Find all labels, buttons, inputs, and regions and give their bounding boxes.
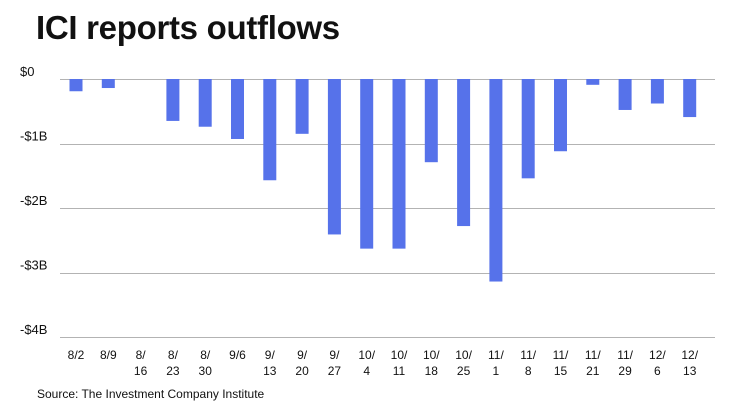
bar-10-25 <box>457 79 471 227</box>
bar-11-15 <box>554 79 567 152</box>
bar-11-29 <box>618 79 632 110</box>
bar-8-30 <box>198 79 212 127</box>
x-axis-ticks: 8/2 8/9 8/16 8/23 8/30 9/6 9/13 9/20 9/27 10/4 10/… <box>68 348 699 378</box>
y-tick-label: $0 <box>20 64 34 79</box>
x-tick-label: 11/1 <box>488 348 504 378</box>
x-tick-label: 10/11 <box>391 348 408 378</box>
x-tick-label: 9/27 <box>328 348 342 378</box>
x-tick-label: 10/4 <box>358 348 375 378</box>
x-tick-label: 10/25 <box>455 348 472 378</box>
bar-11-21 <box>586 79 600 85</box>
bar-12-13 <box>683 79 697 118</box>
x-tick-label: 12/13 <box>681 348 698 378</box>
y-tick-label: -$1B <box>20 129 47 144</box>
bar-8-23 <box>166 79 180 121</box>
x-tick-label: 8/30 <box>199 348 213 378</box>
bars <box>69 79 697 282</box>
x-tick-label: 8/23 <box>166 348 180 378</box>
bar-10-4 <box>360 79 374 249</box>
x-tick-label: 11/21 <box>585 348 601 378</box>
bar-10-11 <box>392 79 406 249</box>
bar-9-6 <box>231 79 244 139</box>
bar-8-9 <box>101 79 115 89</box>
x-tick-label: 11/8 <box>520 348 536 378</box>
x-tick-label: 8/9 <box>100 348 117 362</box>
gridlines <box>60 79 715 338</box>
y-tick-label: -$3B <box>20 258 47 273</box>
y-tick-label: -$2B <box>20 193 47 208</box>
x-tick-label: 11/29 <box>617 348 633 378</box>
source-note: Source: The Investment Company Institute <box>37 387 265 401</box>
chart-title: ICI reports outflows <box>36 9 340 46</box>
x-tick-label: 11/15 <box>553 348 569 378</box>
x-tick-label: 8/16 <box>134 348 148 378</box>
bar-8-2 <box>69 79 83 92</box>
x-tick-label: 10/18 <box>423 348 440 378</box>
bar-9-27 <box>327 79 341 235</box>
y-axis-ticks: $0 -$1B -$2B -$3B -$4B <box>20 64 47 337</box>
y-tick-label: -$4B <box>20 322 47 337</box>
x-tick-label: 8/2 <box>68 348 85 362</box>
bar-12-6 <box>650 79 664 104</box>
x-tick-label: 9/6 <box>229 348 246 362</box>
bar-10-18 <box>424 79 438 163</box>
bar-9-20 <box>295 79 309 134</box>
bar-11-8 <box>521 79 535 179</box>
x-tick-label: 9/20 <box>295 348 309 378</box>
x-tick-label: 12/6 <box>649 348 666 378</box>
bar-9-13 <box>263 79 277 181</box>
bar-11-1 <box>489 79 503 282</box>
x-tick-label: 9/13 <box>263 348 277 378</box>
